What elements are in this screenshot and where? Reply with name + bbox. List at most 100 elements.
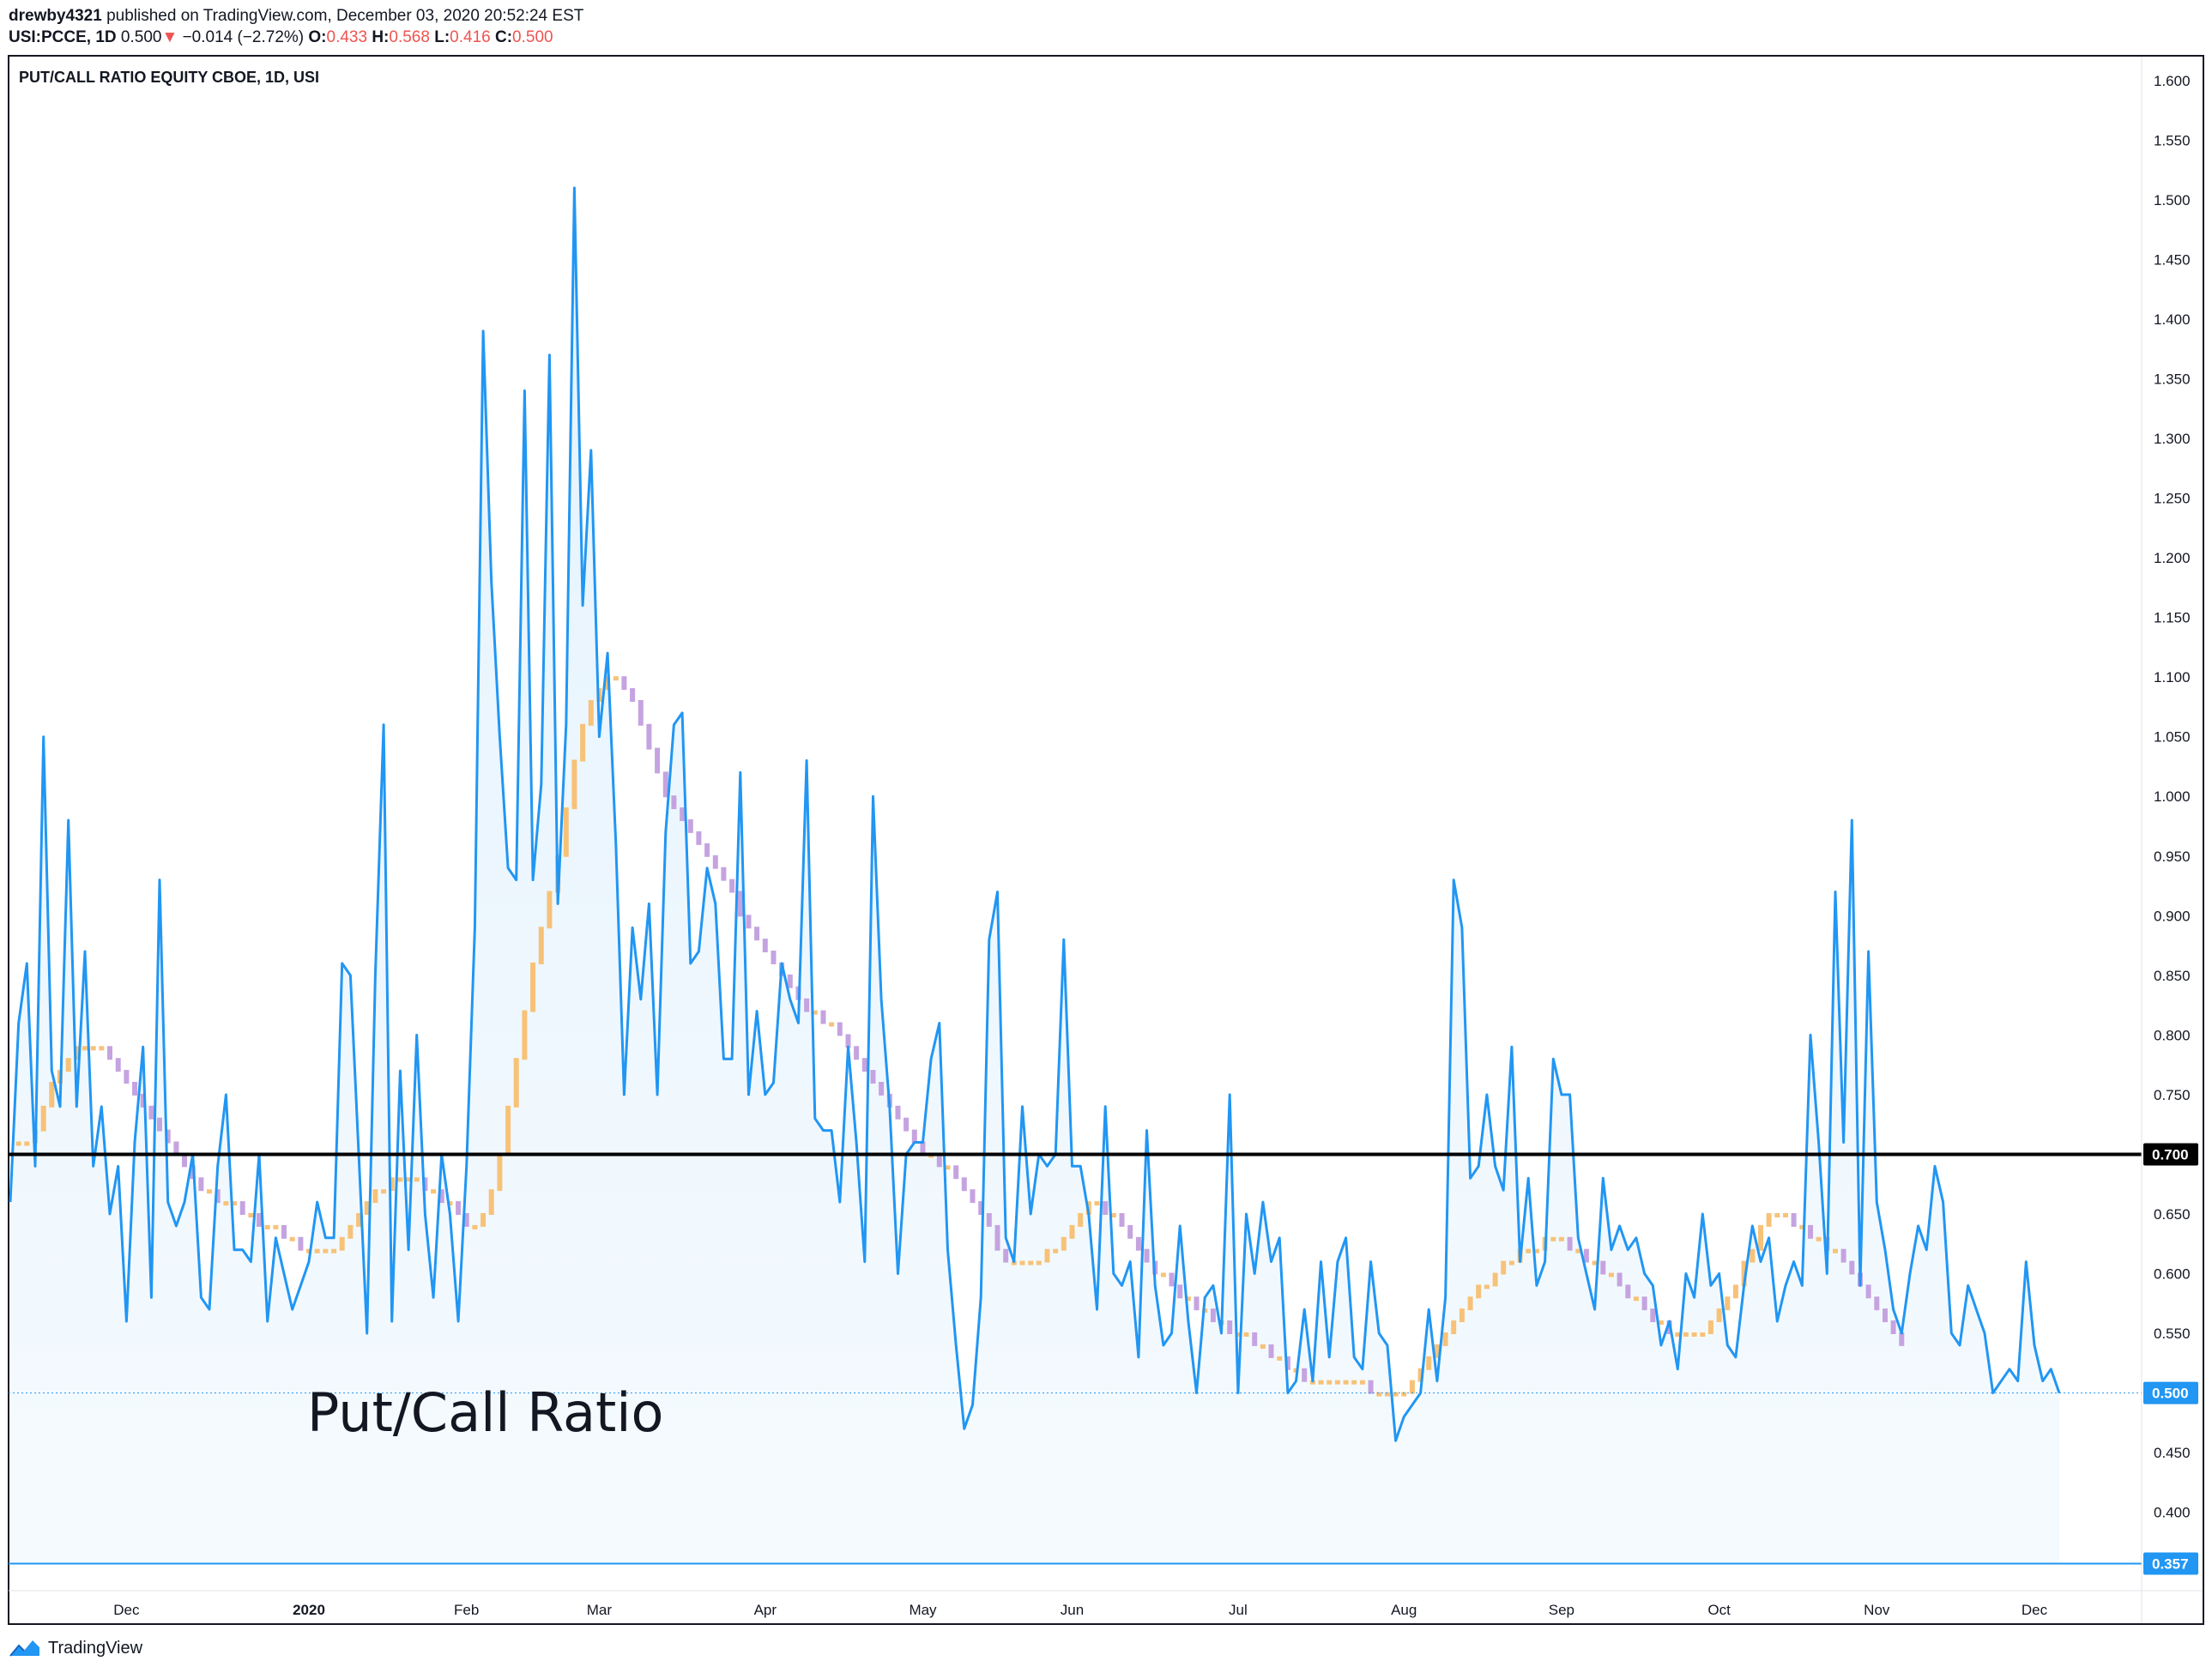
- ma-bar: [829, 1022, 835, 1027]
- ma-bar: [15, 1141, 21, 1146]
- ma-bar: [671, 795, 677, 810]
- chart-frame[interactable]: [8, 55, 2204, 1625]
- x-tick-label: Sep: [1549, 1602, 1574, 1618]
- last-price: 0.500: [120, 28, 162, 46]
- ma-bar: [638, 700, 644, 726]
- ma-bar: [879, 1082, 885, 1096]
- y-tick-label: 0.850: [2154, 968, 2191, 984]
- ma-bar: [920, 1141, 926, 1156]
- ma-bar: [1302, 1368, 1308, 1382]
- ma-bar: [1235, 1332, 1241, 1337]
- ma-bar: [1318, 1380, 1324, 1385]
- ma-bar: [1816, 1236, 1822, 1241]
- ma-bar: [1625, 1284, 1631, 1299]
- ma-bar: [49, 1082, 55, 1108]
- tradingview-logo-icon[interactable]: [9, 1637, 41, 1659]
- publisher-user[interactable]: drewby4321: [9, 7, 102, 25]
- ma-bar: [1053, 1248, 1059, 1253]
- area-fill: [10, 188, 2059, 1564]
- ma-bar: [986, 1213, 992, 1227]
- ma-bar: [1417, 1368, 1423, 1382]
- ma-bar: [513, 1058, 519, 1108]
- ma-bar: [994, 1224, 1000, 1251]
- ma-bar: [970, 1189, 976, 1204]
- ma-bar: [1883, 1308, 1888, 1323]
- low-label: L:: [434, 28, 450, 46]
- ma-bar: [646, 723, 652, 750]
- ma-bar: [961, 1177, 967, 1192]
- ma-bar: [1716, 1308, 1722, 1323]
- ma-bar: [1393, 1392, 1399, 1397]
- x-tick-label: May: [909, 1602, 937, 1618]
- ma-bar: [1078, 1213, 1084, 1227]
- y-tick-label: 0.800: [2154, 1027, 2191, 1043]
- footer-brand[interactable]: TradingView: [48, 1638, 143, 1658]
- y-tick-label: 0.750: [2154, 1087, 2191, 1103]
- ma-bar: [754, 927, 760, 941]
- y-tick-label: 0.550: [2154, 1326, 2191, 1342]
- ma-bar: [1750, 1248, 1756, 1263]
- x-tick-label: Jun: [1061, 1602, 1084, 1618]
- x-tick-label: Nov: [1864, 1602, 1890, 1618]
- ma-bar: [497, 1153, 503, 1192]
- ma-bar: [762, 939, 768, 952]
- ma-bar: [655, 747, 661, 774]
- ma-bar: [1700, 1332, 1706, 1337]
- ma-bar: [82, 1046, 88, 1051]
- ma-bar: [1284, 1356, 1290, 1370]
- ma-bar: [431, 1189, 437, 1194]
- y-tick-label: 1.250: [2154, 491, 2191, 507]
- ma-bar: [936, 1153, 942, 1168]
- ma-bar: [1874, 1296, 1880, 1311]
- ma-bar: [1194, 1296, 1200, 1311]
- ma-bar: [1890, 1320, 1896, 1334]
- ma-bar: [1135, 1236, 1141, 1251]
- ma-bar: [845, 1034, 851, 1048]
- ma-bar: [1160, 1272, 1166, 1277]
- ma-bar: [40, 1105, 46, 1132]
- ma-bar: [1434, 1344, 1440, 1358]
- ma-bar: [1003, 1248, 1009, 1263]
- publish-info: published on TradingView.com, December 0…: [106, 7, 584, 25]
- ma-bar: [1309, 1380, 1315, 1385]
- ma-bar: [522, 1010, 528, 1060]
- ma-bar: [1384, 1392, 1390, 1397]
- ma-bar: [812, 1010, 818, 1015]
- ma-bar: [198, 1177, 204, 1192]
- ma-bar: [547, 891, 553, 929]
- ma-bar: [140, 1093, 146, 1108]
- footer: TradingView: [9, 1637, 142, 1659]
- ma-bar: [1791, 1213, 1797, 1227]
- ma-bar: [381, 1189, 387, 1194]
- chart-annotation: Put/Call Ratio: [307, 1381, 663, 1444]
- ma-bar: [1600, 1260, 1606, 1275]
- high-label: H:: [372, 28, 390, 46]
- x-tick-label: Jul: [1229, 1602, 1248, 1618]
- ma-bar: [704, 843, 710, 857]
- y-tick-label: 1.550: [2154, 132, 2191, 148]
- ma-bar: [1185, 1296, 1191, 1302]
- down-arrow-icon: ▼: [161, 28, 178, 46]
- ma-bar: [281, 1224, 287, 1239]
- ma-bar: [1575, 1248, 1581, 1253]
- ma-bar: [372, 1189, 378, 1204]
- ma-bar: [804, 998, 810, 1012]
- ma-bar: [273, 1224, 279, 1229]
- ma-bar: [662, 771, 668, 798]
- publisher-line: drewby4321 published on TradingView.com,…: [9, 5, 583, 27]
- ma-bar: [945, 1165, 951, 1170]
- y-tick-label: 0.650: [2154, 1206, 2191, 1223]
- open-label: O:: [308, 28, 327, 46]
- ma-bar: [1227, 1320, 1233, 1334]
- y-tick-label: 0.400: [2154, 1505, 2191, 1521]
- x-tick-label: Dec: [2022, 1602, 2048, 1618]
- ma-bar: [356, 1213, 362, 1227]
- ma-bar: [737, 891, 743, 917]
- ma-bar: [1558, 1236, 1564, 1241]
- y-tick-label: 0.450: [2154, 1445, 2191, 1461]
- put-call-line[interactable]: [9, 186, 2061, 1442]
- ma-bar: [472, 1224, 478, 1229]
- ma-bar: [480, 1213, 487, 1227]
- ma-bar: [911, 1129, 917, 1144]
